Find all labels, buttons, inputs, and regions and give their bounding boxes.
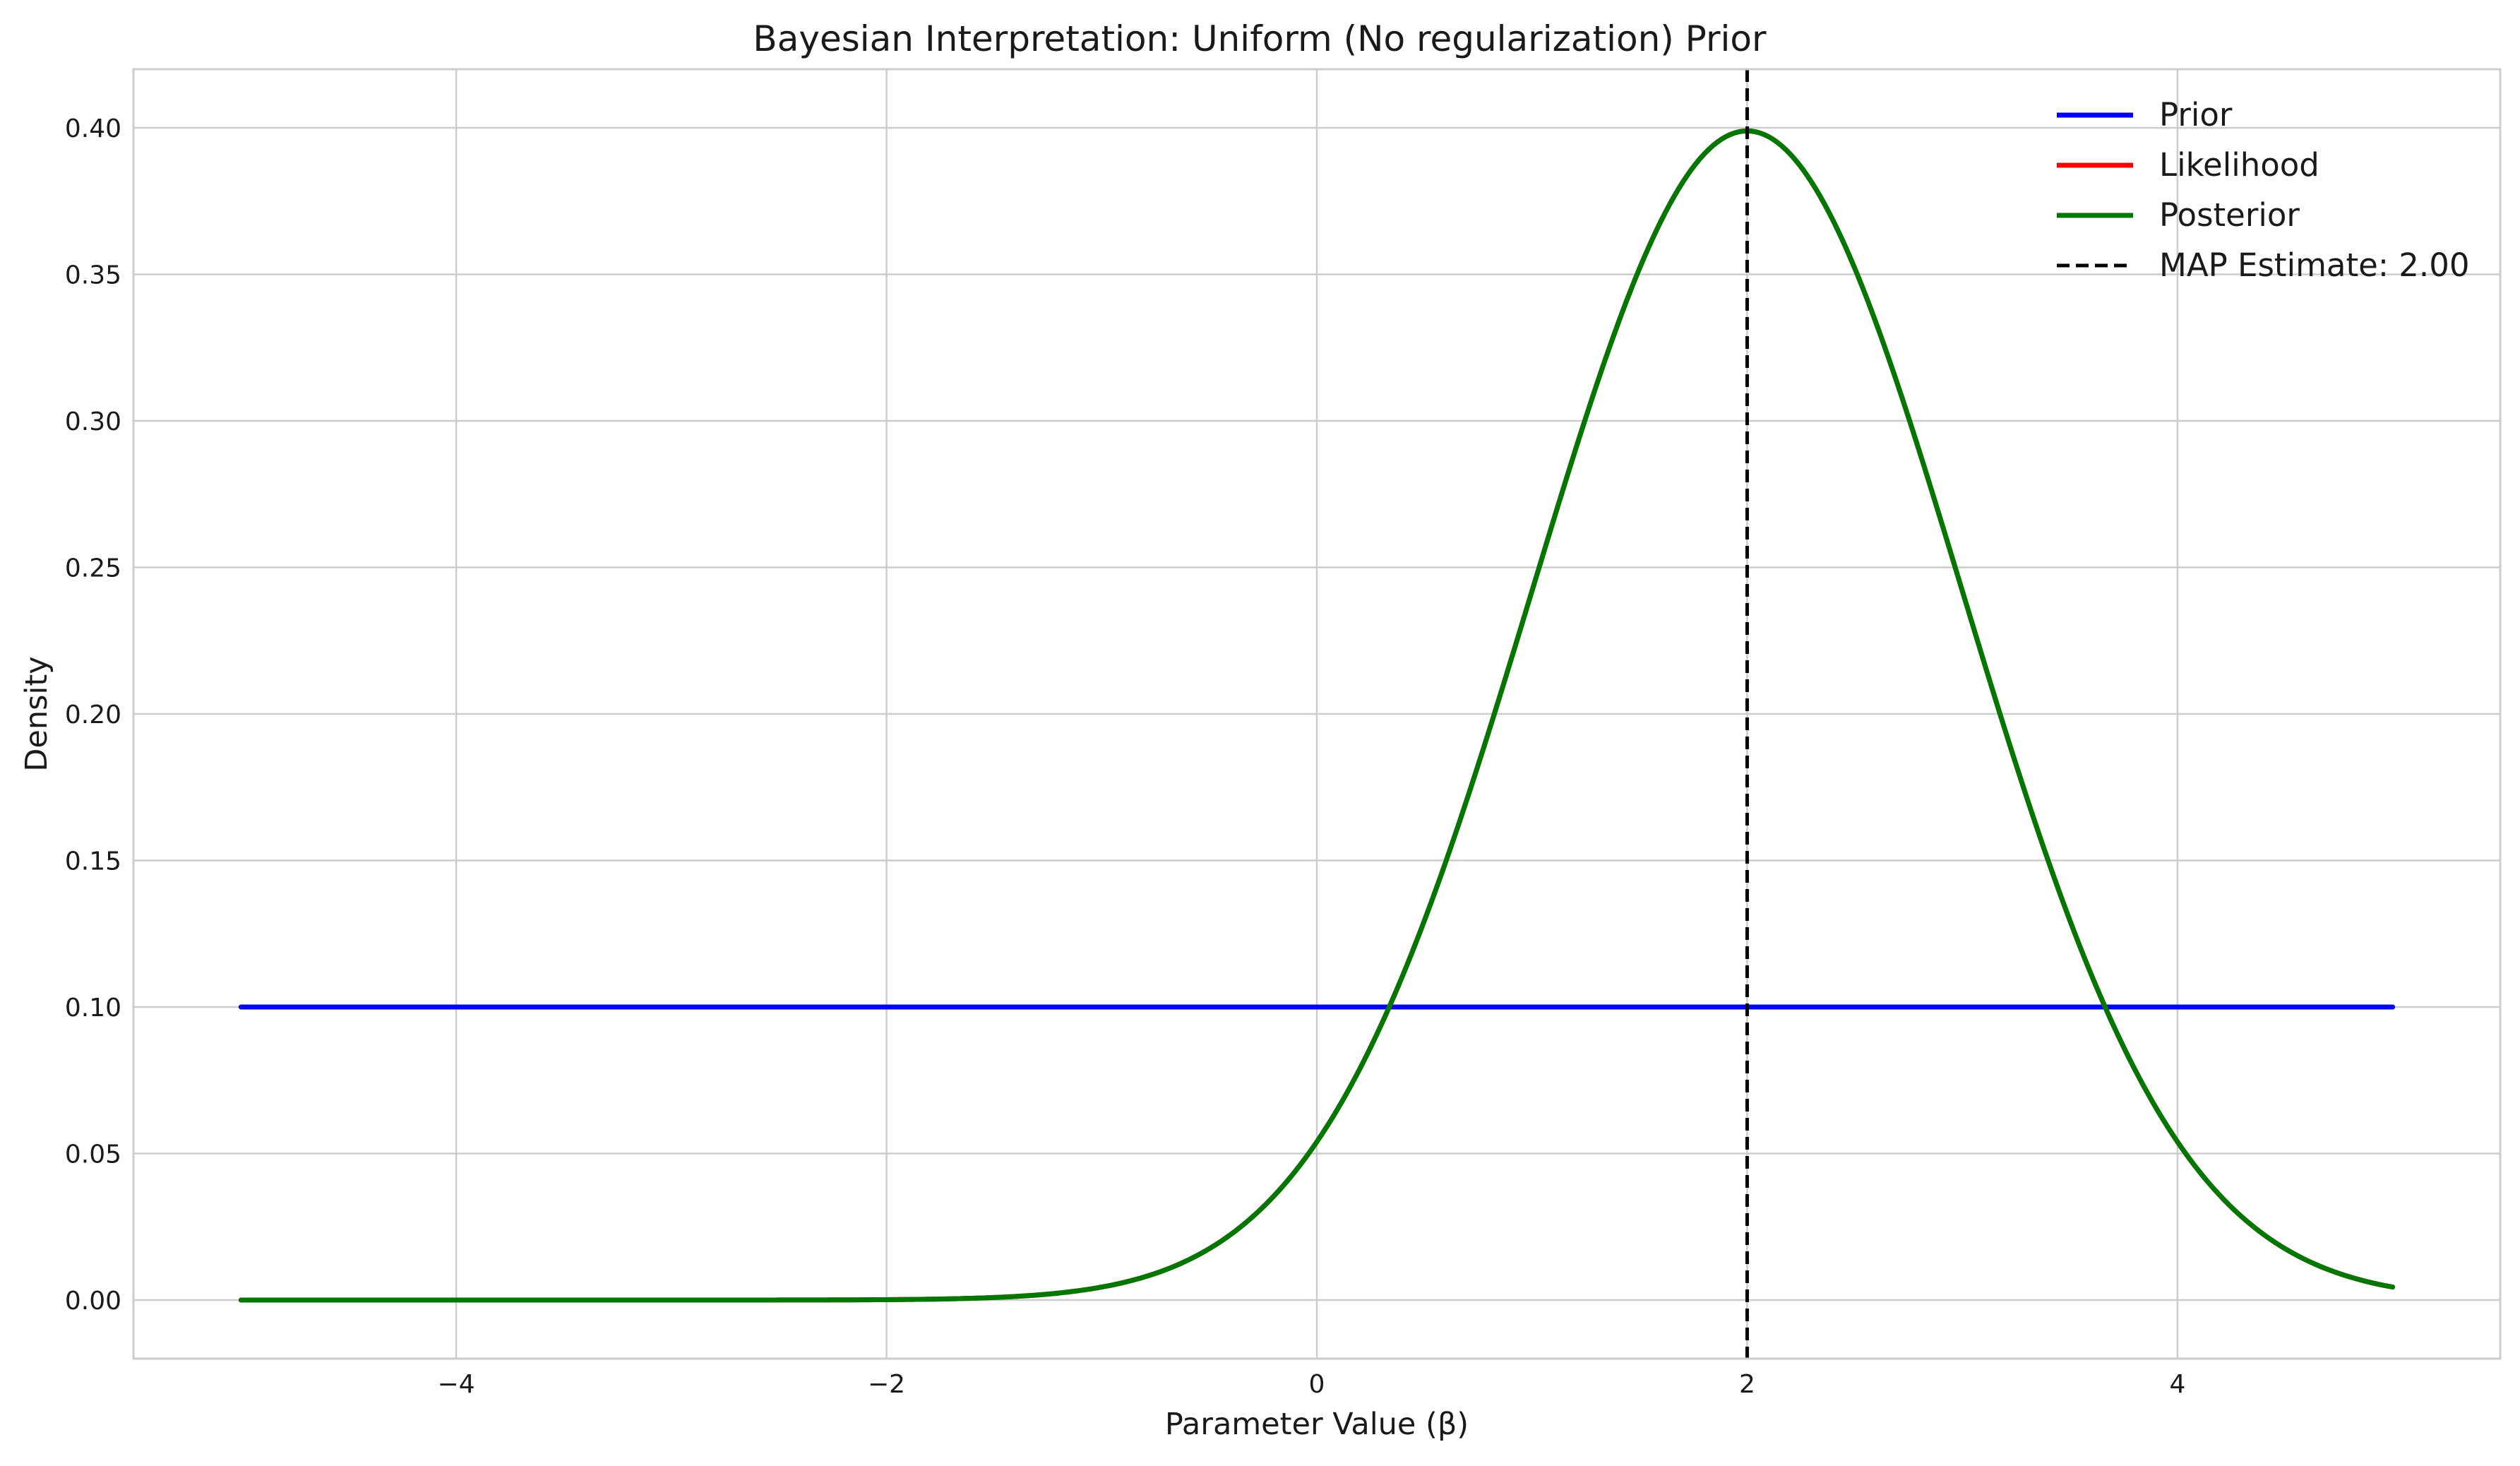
y-tick-label: 0.30	[65, 407, 121, 436]
plot-frame	[132, 68, 2502, 1360]
legend-label: MAP Estimate: 2.00	[2159, 246, 2469, 284]
y-tick-label: 0.20	[65, 701, 121, 729]
y-tick-label: 0.25	[65, 554, 121, 583]
x-axis-label: Parameter Value (β)	[1165, 1407, 1469, 1442]
series-lines	[238, 69, 2396, 1359]
y-tick-label: 0.05	[65, 1140, 121, 1169]
x-tick-label: 4	[2169, 1370, 2185, 1399]
x-tick-label: 2	[1739, 1370, 1755, 1399]
legend: Prior Likelihood Posterior MAP Estimate: 2.…	[2057, 96, 2469, 284]
x-tick-label: −2	[868, 1370, 905, 1399]
y-tick-label: 0.10	[65, 994, 121, 1023]
legend-label: Prior	[2159, 96, 2233, 133]
x-tick-label: −4	[438, 1370, 475, 1399]
y-tick-label: 0.15	[65, 847, 121, 876]
y-axis-label: Density	[19, 656, 54, 771]
y-tick-label: 0.35	[65, 261, 121, 290]
tick-labels: −4 −2 0 2 4 0.00 0.05 0.10 0.15 0.20 0.25 0.30 0.35 0…	[65, 114, 2186, 1399]
x-tick-label: 0	[1309, 1370, 1325, 1399]
legend-label: Likelihood	[2159, 146, 2319, 184]
chart-title: Bayesian Interpretation: Uniform (No reg…	[753, 18, 1767, 59]
series-line-posterior	[238, 128, 2396, 1303]
legend-label: Posterior	[2159, 196, 2300, 234]
y-tick-label: 0.40	[65, 114, 121, 143]
y-tick-label: 0.00	[65, 1287, 121, 1316]
